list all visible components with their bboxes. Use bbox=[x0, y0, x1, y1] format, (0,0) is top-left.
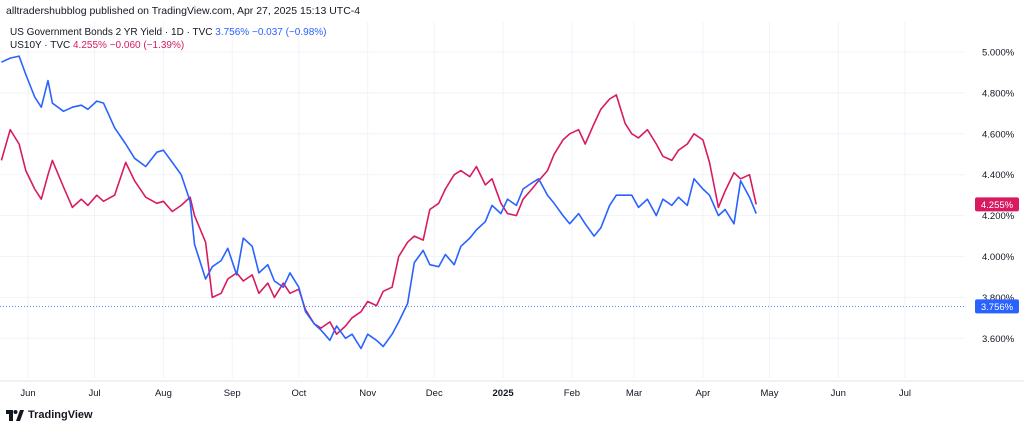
legend-change-2yr: −0.037 (−0.98%) bbox=[251, 27, 327, 38]
x-tick-label: Jun bbox=[831, 388, 846, 399]
x-tick-label: Jul bbox=[899, 388, 911, 399]
gridlines bbox=[0, 22, 965, 378]
y-tick-label: 4.400% bbox=[982, 170, 1015, 181]
y-tick-label: 4.200% bbox=[982, 211, 1015, 222]
y-tick-label: 3.600% bbox=[982, 334, 1015, 345]
legend-row-10y[interactable]: US10Y · TVC 4.255% −0.060 (−1.39%) bbox=[10, 39, 326, 52]
x-tick-label: Jun bbox=[20, 388, 35, 399]
time-scale[interactable]: Jun Jul Aug Sep Oct Nov Dec 2025 Feb Mar Apr May Jun… bbox=[0, 380, 1024, 399]
legend-change-10y: −0.060 (−1.39%) bbox=[109, 40, 185, 51]
series-lines bbox=[0, 55, 965, 350]
last-value-label-2yr: 3.756% bbox=[975, 299, 1019, 314]
x-tick-label: May bbox=[761, 388, 779, 399]
legend-value-10y: 4.255% bbox=[73, 40, 107, 51]
chart-legend: US Government Bonds 2 YR Yield · 1D · TV… bbox=[10, 26, 326, 52]
legend-symbol-10y: US10Y · TVC bbox=[10, 40, 71, 51]
tradingview-branding[interactable]: TradingView bbox=[6, 409, 93, 421]
tradingview-brand-text: TradingView bbox=[28, 409, 93, 421]
price-scale[interactable]: 5.000% 4.800% 4.600% 4.400% 4.200% 4.000% 3.80… bbox=[982, 48, 1015, 345]
svg-text:3.756%: 3.756% bbox=[981, 302, 1014, 313]
x-tick-label: Nov bbox=[359, 388, 376, 399]
x-tick-label: Mar bbox=[626, 388, 642, 399]
x-tick-label: Apr bbox=[695, 388, 710, 399]
us02y-line[interactable] bbox=[1, 55, 757, 350]
y-tick-label: 5.000% bbox=[982, 48, 1015, 59]
publisher-text: alltradershubblog published on TradingVi… bbox=[6, 5, 361, 17]
svg-text:4.255%: 4.255% bbox=[981, 200, 1014, 211]
legend-symbol-2yr: US Government Bonds 2 YR Yield · 1D · TV… bbox=[10, 27, 213, 38]
y-tick-label: 3.800% bbox=[982, 293, 1015, 304]
x-tick-label: Oct bbox=[291, 388, 306, 399]
x-tick-label: Jul bbox=[89, 388, 101, 399]
last-value-labels: 4.255% 3.756% bbox=[975, 197, 1019, 314]
last-value-label-10y: 4.255% bbox=[975, 197, 1019, 212]
x-tick-label: Aug bbox=[155, 388, 172, 399]
x-tick-label: Sep bbox=[224, 388, 241, 399]
us10y-line[interactable] bbox=[0, 94, 757, 335]
tradingview-logo-icon bbox=[6, 409, 24, 421]
y-tick-label: 4.600% bbox=[982, 129, 1015, 140]
x-tick-label: Dec bbox=[426, 388, 443, 399]
legend-row-2yr[interactable]: US Government Bonds 2 YR Yield · 1D · TV… bbox=[10, 26, 326, 39]
y-tick-label: 4.800% bbox=[982, 88, 1015, 99]
y-tick-label: 4.000% bbox=[982, 252, 1015, 263]
x-tick-label: 2025 bbox=[493, 388, 515, 399]
legend-value-2yr: 3.756% bbox=[215, 27, 250, 38]
x-tick-label: Feb bbox=[564, 388, 580, 399]
publisher-header: alltradershubblog published on TradingVi… bbox=[6, 5, 360, 17]
